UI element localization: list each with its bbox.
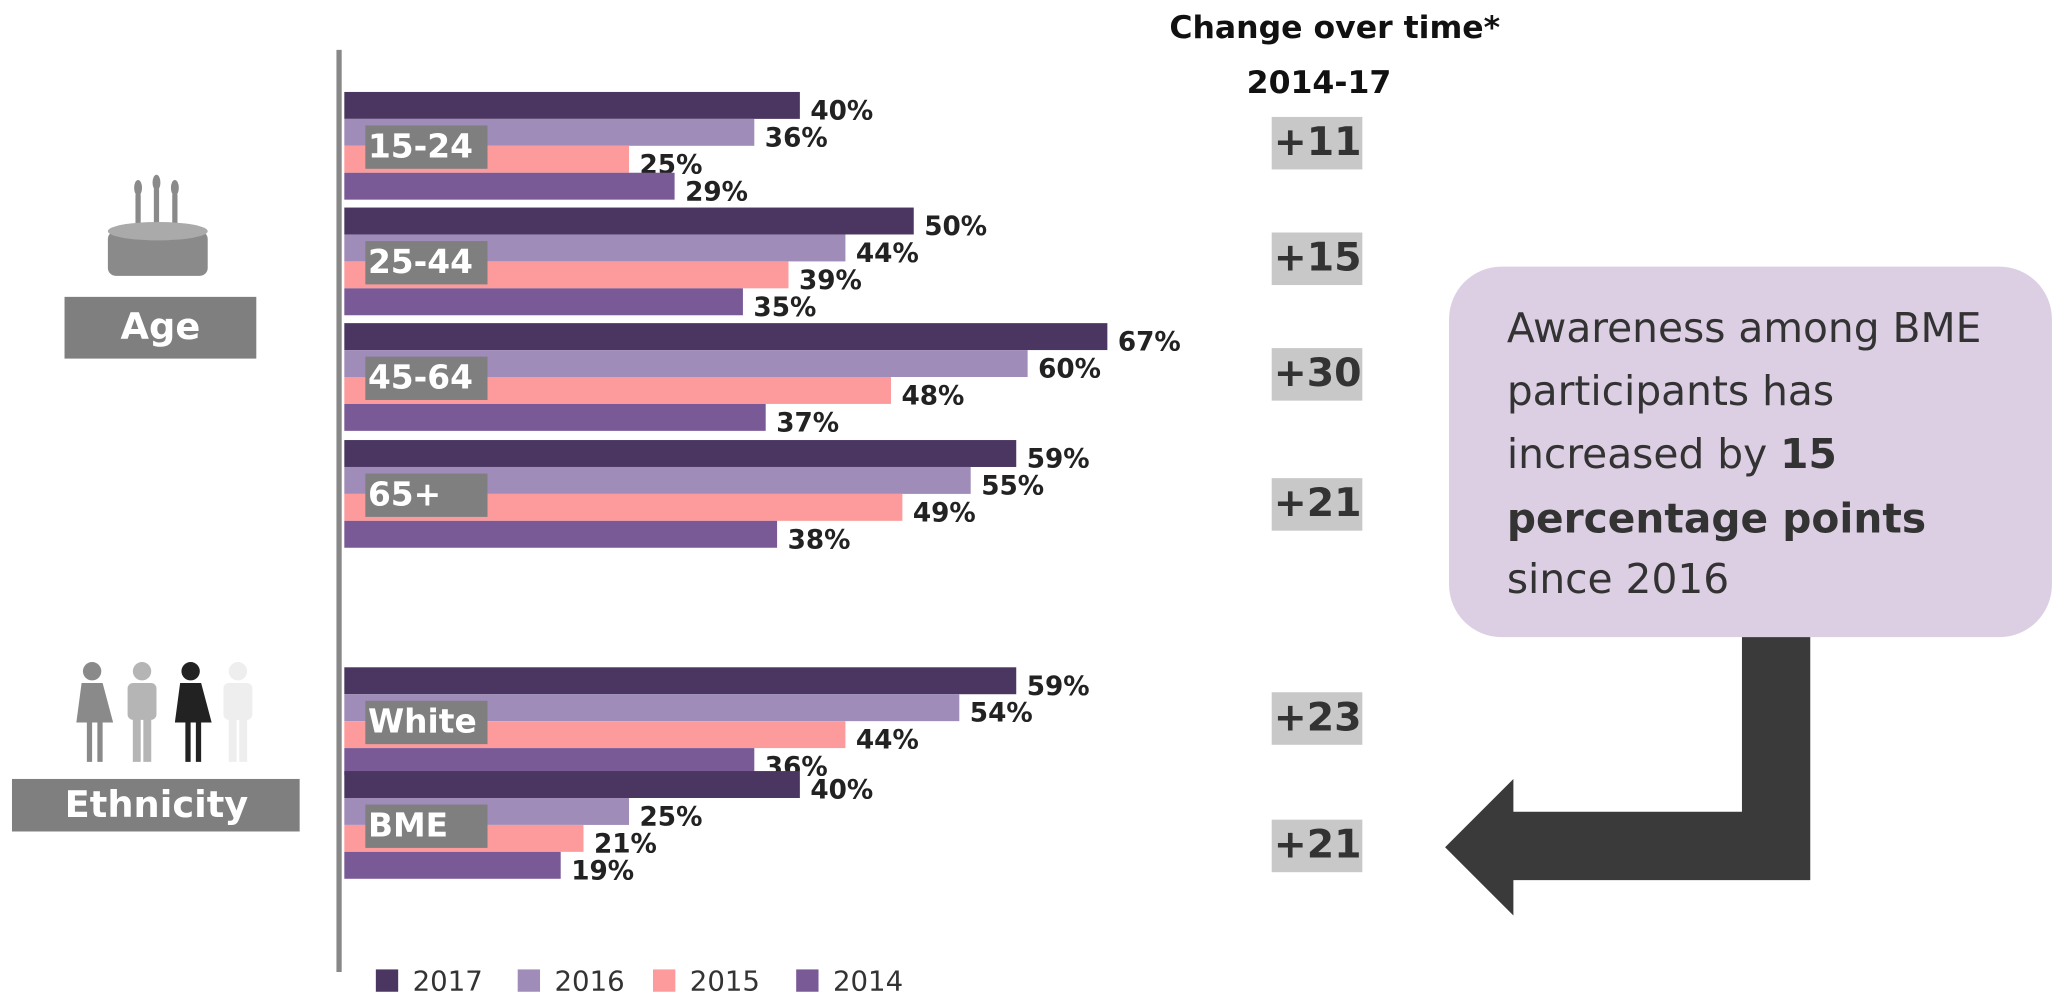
group-box <box>11 778 300 832</box>
bar <box>344 667 1017 695</box>
category-box <box>365 241 488 285</box>
category-label: 45-64 <box>368 358 473 396</box>
change-box <box>1271 478 1363 531</box>
value-label: 29% <box>685 177 748 207</box>
legend-swatch <box>375 969 399 992</box>
legend-label: 2015 <box>690 965 760 997</box>
legend-label: 2017 <box>413 965 483 997</box>
callout-line: Awareness among BME <box>1507 304 1982 352</box>
value-label: 25% <box>640 803 703 833</box>
legend-swatch <box>653 969 676 992</box>
callout-text: increased by <box>1507 430 1780 478</box>
bar <box>344 851 561 879</box>
category-label: 65+ <box>368 475 441 513</box>
change-box <box>1271 348 1363 401</box>
callout-box <box>1449 266 2052 638</box>
value-label: 54% <box>970 699 1033 729</box>
category-box <box>365 356 488 400</box>
value-label: 67% <box>1118 328 1181 358</box>
value-label: 39% <box>799 266 862 296</box>
change-label: +21 <box>1274 822 1362 868</box>
group-label: Age <box>121 305 201 348</box>
callout-bold: percentage points <box>1507 494 1926 542</box>
category-label: 15-24 <box>368 127 473 165</box>
bar <box>344 207 914 235</box>
callout-bold: 15 <box>1780 430 1837 478</box>
value-label: 44% <box>856 239 919 269</box>
bar <box>344 440 1017 467</box>
legend-swatch <box>517 969 541 992</box>
callout-line: participants has <box>1507 367 1834 415</box>
change-label: +21 <box>1274 480 1362 526</box>
change-label: +11 <box>1274 119 1362 165</box>
callout-line: increased by 15 <box>1507 430 1837 478</box>
category-label: White <box>368 703 477 741</box>
value-label: 49% <box>913 498 976 528</box>
bar <box>344 771 800 798</box>
value-label: 60% <box>1038 355 1101 385</box>
change-label: +15 <box>1274 235 1362 281</box>
callout-line: since 2016 <box>1507 555 1729 603</box>
value-label: 40% <box>810 96 873 126</box>
bar <box>344 172 675 200</box>
bar <box>344 520 778 548</box>
value-label: 36% <box>765 123 828 153</box>
change-label: +30 <box>1274 350 1362 396</box>
people-icon <box>76 662 253 762</box>
bar <box>344 91 800 119</box>
legend-swatch <box>796 969 819 992</box>
category-box <box>365 473 488 517</box>
value-label: 37% <box>776 408 839 438</box>
value-label: 21% <box>594 829 657 859</box>
value-label: 59% <box>1027 445 1090 475</box>
change-box <box>1271 819 1363 873</box>
group-box <box>64 296 257 359</box>
value-label: 40% <box>810 776 873 806</box>
category-box <box>365 700 488 745</box>
value-label: 50% <box>924 212 987 242</box>
value-label: 19% <box>571 856 634 886</box>
value-label: 38% <box>788 525 851 555</box>
value-label: 59% <box>1027 672 1090 702</box>
category-box <box>365 125 488 169</box>
value-label: 44% <box>856 726 919 756</box>
change-box <box>1271 116 1363 170</box>
change-box <box>1271 232 1363 286</box>
change-label: +23 <box>1274 694 1362 740</box>
callout-arrow <box>1445 637 1811 916</box>
legend-label: 2014 <box>833 965 903 997</box>
change-title: Change over time* <box>1169 10 1500 46</box>
bar <box>344 323 1108 351</box>
value-label: 35% <box>753 293 816 323</box>
change-box <box>1271 692 1363 745</box>
value-label: 48% <box>901 382 964 412</box>
category-label: BME <box>368 806 448 844</box>
cake-icon <box>107 174 208 276</box>
group-label: Ethnicity <box>65 783 249 826</box>
category-label: 25-44 <box>368 243 473 281</box>
legend-label: 2016 <box>554 965 624 997</box>
value-label: 55% <box>981 472 1044 502</box>
bar <box>344 403 766 431</box>
change-subtitle: 2014-17 <box>1247 65 1392 101</box>
bar <box>344 288 743 316</box>
category-box <box>365 804 488 848</box>
bar <box>344 748 755 776</box>
